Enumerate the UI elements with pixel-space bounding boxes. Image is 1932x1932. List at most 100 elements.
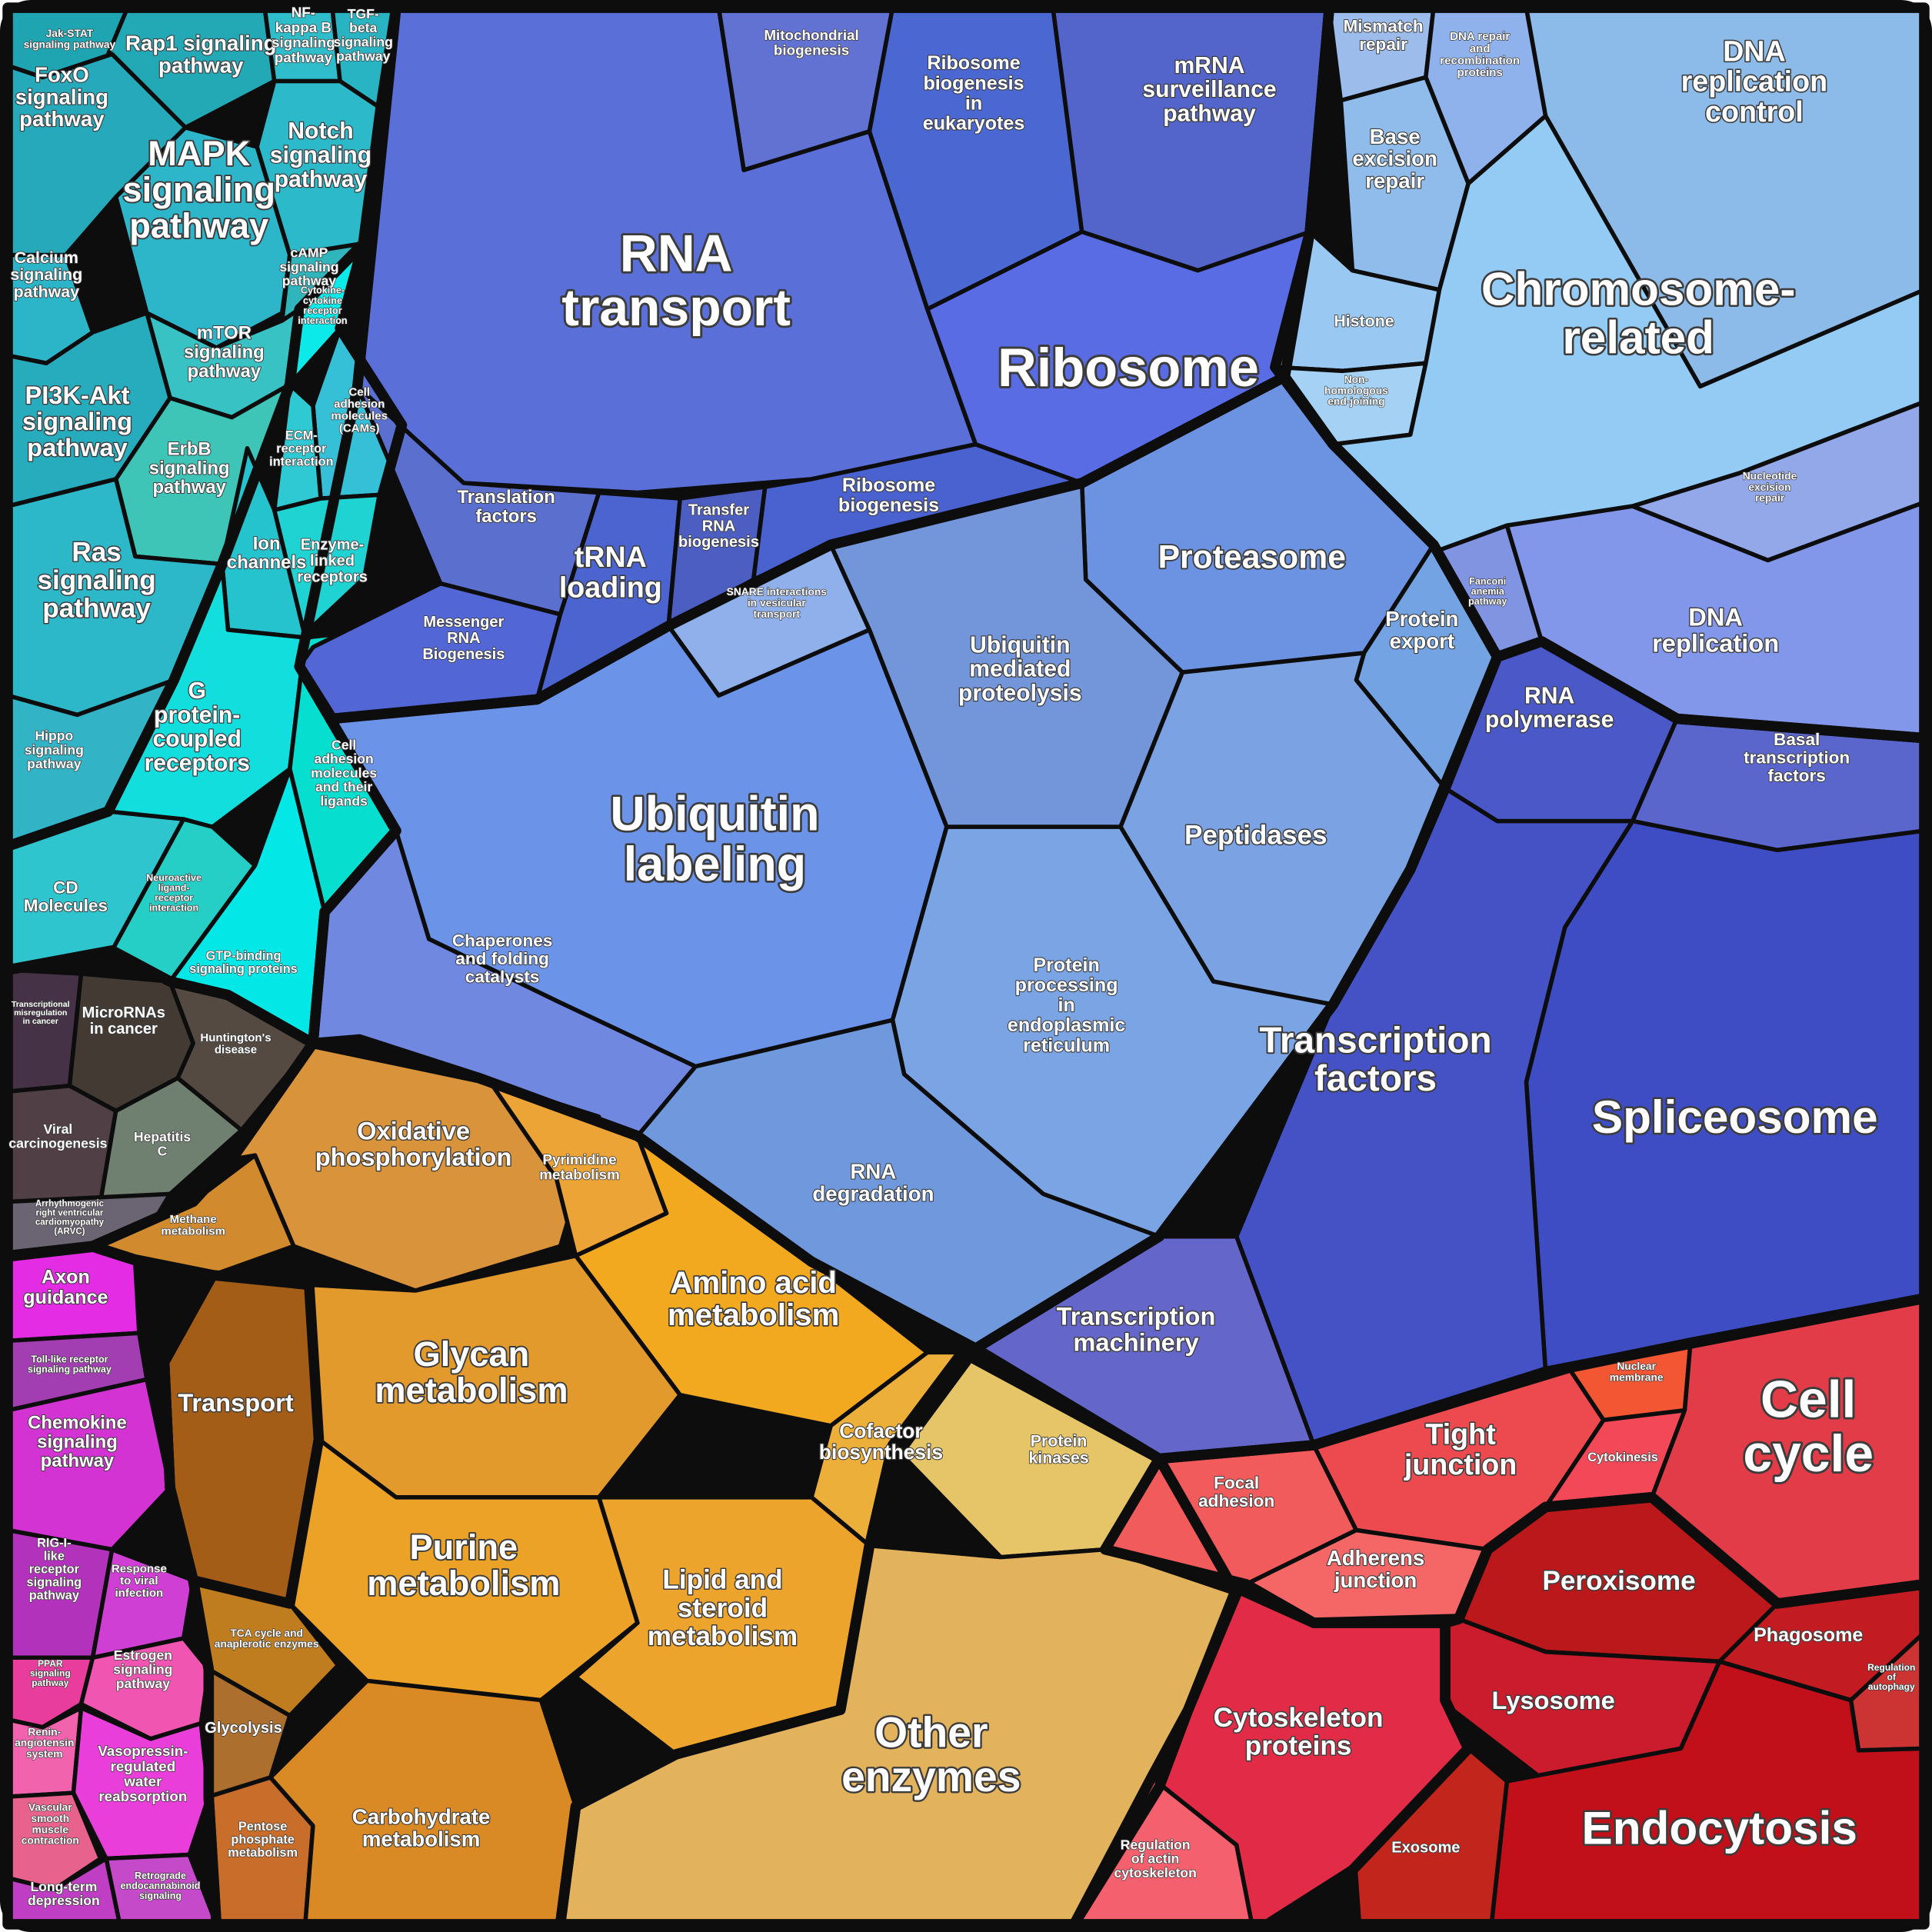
label-transcriptional-misregulation-in-cancer: Transcriptional misregulation in cancer: [12, 1000, 70, 1026]
group-outline-membrane-transport: [158, 1270, 325, 1609]
labels-layer: Jak-STAT signaling pathway Rap1 signaling p…: [8, 4, 1916, 1909]
label-lysosome: Lysosome: [1492, 1686, 1615, 1714]
label-dna-replication-control: DNA replication control: [1681, 35, 1828, 128]
label-gtp-binding-signaling-proteins: GTP-binding signaling proteins: [189, 949, 297, 976]
cell-mapk-signaling-pathway: [113, 125, 292, 350]
label-chaperones-and-folding-catalysts: Chaperones and folding catalysts: [452, 931, 553, 986]
cell-hepatitis-c: [98, 1075, 244, 1204]
label-tgf-beta-signaling-pathway: TGF-beta signaling pathway: [334, 6, 393, 64]
label-histone: Histone: [1334, 311, 1394, 330]
label-tight-junction: Tight junction: [1404, 1418, 1517, 1481]
label-chromosome-related: Chromosome-related: [1481, 263, 1796, 364]
label-dna-repair-and-recombination-proteins: DNA repair and recombination proteins: [1440, 30, 1520, 79]
group-outline-transport-catabolism: [1347, 1492, 1930, 1930]
label-amino-acid-metabolism: Amino acid metabolism: [668, 1265, 839, 1332]
label-methane-metabolism: Methane metabolism: [161, 1213, 225, 1238]
label-purine-metabolism: Purine metabolism: [367, 1527, 560, 1603]
label-enzyme-linked-receptors: Enzyme-linked receptors: [297, 537, 368, 586]
label-viral-carcinogenesis: Viral carcinogenesis: [8, 1121, 107, 1151]
label-protein-kinases: Protein kinases: [1028, 1431, 1088, 1467]
label-calcium-signaling-pathway: Calcium signaling pathway: [10, 248, 82, 301]
label-non-homologous-end-joining: Non-homologous end-joining: [1324, 373, 1388, 408]
label-glycan-metabolism: Glycan metabolism: [375, 1334, 568, 1410]
label-translation-factors: Translation factors: [458, 487, 555, 527]
label-hippo-signaling-pathway: Hippo signaling pathway: [25, 728, 84, 772]
label-toll-like-receptor-signaling-pathway: Toll-like receptor signaling pathway: [28, 1354, 112, 1374]
label-carbohydrate-metabolism: Carbohydrate metabolism: [352, 1805, 491, 1851]
label-mtor-signaling-pathway: mTOR signaling pathway: [184, 323, 265, 382]
label-transcription-factors: Transcription factors: [1259, 1020, 1491, 1099]
label-long-term-depression: Long-term depression: [28, 1879, 100, 1908]
label-ribosome-biogenesis: Ribosome biogenesis: [838, 475, 939, 516]
label-spliceosome: Spliceosome: [1592, 1091, 1878, 1143]
label-lipid-and-steroid-metabolism: Lipid and steroid metabolism: [648, 1565, 798, 1651]
label-rna-polymerase: RNA polymerase: [1485, 683, 1614, 732]
label-regulation-of-autophagy: Regulation of autophagy: [1867, 1662, 1915, 1692]
cells-layer: [5, 5, 1927, 1927]
label-mitochondrial-biogenesis: Mitochondrial biogenesis: [764, 27, 858, 58]
label-transfer-rna-biogenesis: Transfer RNA biogenesis: [678, 501, 759, 551]
label-rap1-signaling-pathway: Rap1 signaling pathway: [125, 32, 276, 78]
label-mapk-signaling-pathway: MAPK signaling pathway: [123, 134, 275, 245]
label-glycolysis: Glycolysis: [205, 1720, 281, 1737]
label-renin-angiotensin-system: Renin-angiotensin system: [15, 1725, 74, 1760]
cell-purine-metabolism: [288, 1437, 640, 1703]
label-other-enzymes: Other enzymes: [841, 1709, 1021, 1800]
label-pentose-phosphate-metabolism: Pentose phosphate metabolism: [228, 1820, 298, 1860]
label-micrornas-in-cancer: MicroRNAs in cancer: [82, 1004, 165, 1038]
label-messenger-rna-biogenesis: Messenger RNA Biogenesis: [422, 614, 505, 663]
label-foxo-signaling-pathway: FoxO signaling pathway: [15, 63, 108, 131]
label-adherens-junction: Adherens junction: [1327, 1546, 1424, 1592]
label-trna-loading: tRNA loading: [559, 541, 662, 603]
label-cell-adhesion-molecules-cams: Cell adhesion molecules (CAMs): [331, 385, 388, 435]
label-cell-adhesion-molecules-and-their-ligands: Cell adhesion molecules and their ligands: [311, 737, 377, 808]
label-regulation-of-actin-cytoskeleton: Regulation of actin cytoskeleton: [1114, 1837, 1196, 1880]
label-oxidative-phosphorylation: Oxidative phosphorylation: [315, 1117, 512, 1171]
label-transport: Transport: [178, 1388, 294, 1417]
label-proteasome: Proteasome: [1158, 538, 1346, 575]
label-endocytosis: Endocytosis: [1582, 1801, 1857, 1854]
label-protein-export: Protein export: [1385, 607, 1458, 653]
label-vascular-smooth-muscle-contraction: Vascular smooth muscle contraction: [22, 1801, 79, 1847]
label-snare-interactions-in-vesicular-transport: SNARE interactions in vesicular transport: [727, 585, 828, 620]
label-phagosome: Phagosome: [1754, 1624, 1863, 1646]
label-ribosome: Ribosome: [998, 337, 1259, 398]
label-ecm-receptor-interaction: ECM-receptor interaction: [269, 429, 333, 469]
label-cytokinesis: Cytokinesis: [1587, 1451, 1658, 1464]
label-pyrimidine-metabolism: Pyrimidine metabolism: [539, 1151, 620, 1183]
label-ppar-signaling-pathway: PPAR signaling pathway: [30, 1658, 71, 1688]
label-mrna-surveillance-pathway: mRNA surveillance pathway: [1142, 53, 1276, 127]
label-axon-guidance: Axon guidance: [23, 1267, 108, 1308]
label-estrogen-signaling-pathway: Estrogen signaling pathway: [113, 1647, 172, 1691]
label-ubiquitin-mediated-proteolysis: Ubiquitin mediated proteolysis: [958, 632, 1082, 706]
label-vasopressin-regulated-water-reabsorption: Vasopressin-regulated water reabsorption: [98, 1743, 188, 1804]
label-peroxisome: Peroxisome: [1542, 1566, 1695, 1596]
label-jak-stat-signaling-pathway: Jak-STAT signaling pathway: [24, 27, 116, 50]
label-cell-cycle: Cell cycle: [1743, 1371, 1874, 1483]
label-protein-processing-in-endoplasmic-reticulum: Protein processing in endoplasmic reticulum: [1008, 954, 1126, 1056]
label-erbb-signaling-pathway: ErbB signaling pathway: [149, 438, 230, 498]
label-nucleotide-excision-repair: Nucleotide excision repair: [1743, 469, 1797, 504]
label-hepatitis-c: Hepatitis C: [134, 1129, 191, 1158]
label-nuclear-membrane: Nuclear membrane: [1610, 1360, 1664, 1383]
cell-transcription-factors: [1234, 786, 1635, 1447]
label-cd-molecules: CD Molecules: [24, 878, 108, 916]
label-cofactor-biosynthesis: Cofactor biosynthesis: [819, 1419, 943, 1463]
label-fanconi-anemia-pathway: Fanconi anemia pathway: [1468, 576, 1507, 607]
label-pi3k-akt-signaling-pathway: PI3K-Akt signaling pathway: [22, 381, 132, 461]
label-cytokine-cytokine-receptor-interaction: Cytokine-cytokine receptor interaction: [298, 285, 347, 326]
label-response-to-viral-infection: Response to viral infection: [112, 1562, 167, 1599]
label-neuroactive-ligand-receptor-interaction: Neuroactive ligand-receptor interaction: [146, 872, 202, 913]
label-ras-signaling-pathway: Ras signaling pathway: [37, 537, 155, 623]
label-arrhythmogenic-right-ventricular-cardiomyopathy-arvc: Arrhythmogenic right ventricular cardiomyo…: [35, 1200, 105, 1237]
label-camp-signaling-pathway: cAMP signaling pathway: [279, 245, 338, 289]
label-rna-transport: RNA transport: [561, 225, 791, 338]
label-mismatch-repair: Mismatch repair: [1343, 16, 1423, 54]
label-focal-adhesion: Focal adhesion: [1198, 1473, 1274, 1511]
label-huntington-s-disease: Huntington's disease: [200, 1031, 271, 1057]
